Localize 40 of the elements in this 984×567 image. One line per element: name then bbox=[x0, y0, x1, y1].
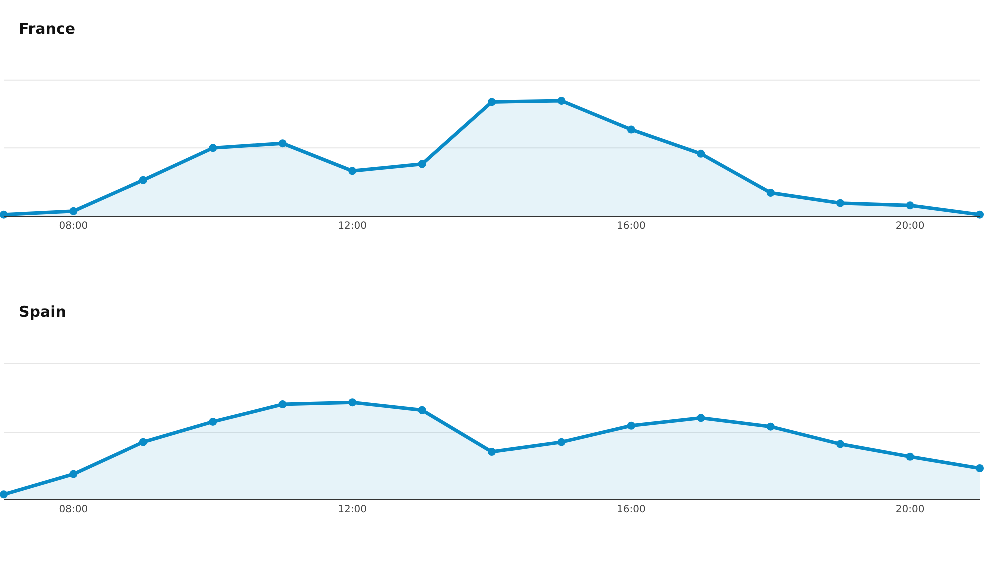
point bbox=[558, 438, 566, 446]
point bbox=[906, 452, 914, 461]
x-tick-label: 20:00 bbox=[896, 504, 925, 516]
x-tick-label: 12:00 bbox=[338, 504, 367, 516]
point bbox=[0, 490, 8, 499]
point bbox=[278, 400, 287, 409]
point bbox=[976, 210, 984, 219]
point bbox=[836, 440, 845, 448]
chart-title: Spain bbox=[19, 303, 66, 321]
point bbox=[488, 98, 496, 106]
point bbox=[209, 144, 218, 152]
point bbox=[209, 418, 218, 426]
x-tick-label: 20:00 bbox=[896, 221, 925, 232]
point bbox=[278, 140, 287, 148]
point bbox=[558, 97, 566, 106]
point bbox=[139, 438, 148, 446]
point bbox=[488, 448, 496, 456]
point bbox=[766, 422, 775, 431]
point bbox=[70, 207, 78, 216]
point bbox=[418, 406, 426, 414]
point bbox=[697, 150, 706, 158]
point bbox=[70, 470, 78, 478]
point bbox=[348, 398, 357, 407]
point bbox=[627, 422, 636, 430]
x-tick-label: 08:00 bbox=[59, 221, 88, 232]
point bbox=[139, 176, 148, 184]
point bbox=[0, 210, 8, 219]
point bbox=[418, 160, 426, 168]
x-tick-label: 16:00 bbox=[617, 504, 646, 516]
x-tick-label: 08:00 bbox=[59, 504, 88, 516]
point bbox=[906, 202, 914, 210]
point bbox=[766, 189, 775, 198]
point bbox=[836, 199, 845, 208]
point bbox=[348, 167, 357, 176]
x-tick-label: 12:00 bbox=[338, 221, 367, 232]
x-tick-label: 16:00 bbox=[617, 221, 646, 232]
chart-title: France bbox=[19, 20, 76, 38]
point bbox=[627, 126, 636, 134]
point bbox=[697, 414, 706, 422]
point bbox=[976, 464, 984, 472]
